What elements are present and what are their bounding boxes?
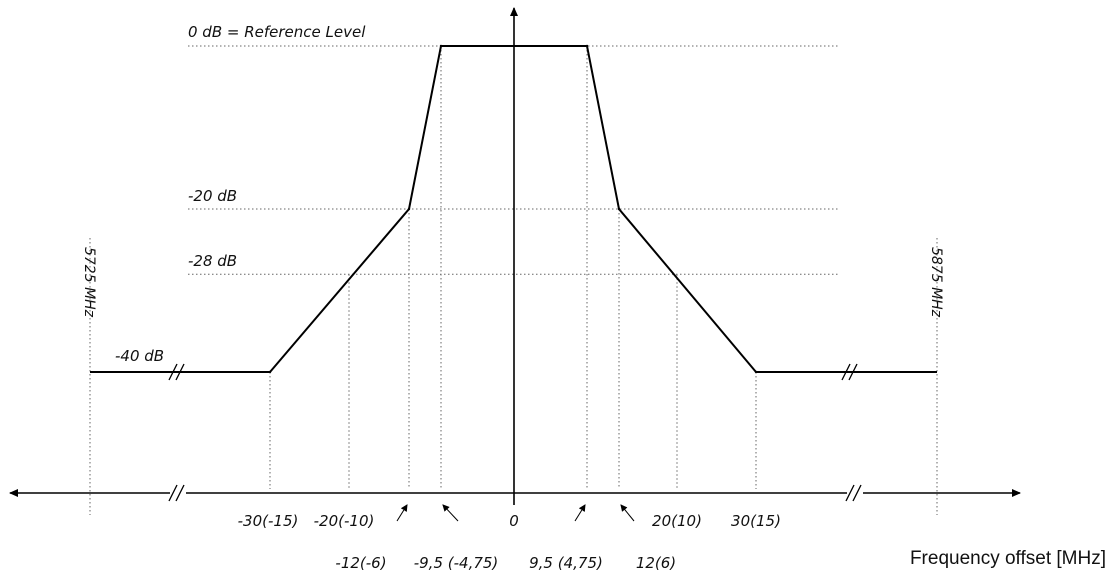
break-axis-right-gap — [847, 490, 863, 496]
tick-label-minus-12: -12(-6) — [335, 554, 386, 572]
tick-label-plus-9-5: 9,5 (4,75) — [529, 554, 603, 572]
mask-series-line — [269, 45, 757, 373]
level-label-minus-40: -40 dB — [115, 347, 164, 365]
break-axis-right-stroke-a — [845, 484, 855, 502]
tick-label-plus-20: 20(10) — [652, 512, 702, 530]
level-label-minus-20: -20 dB — [188, 187, 237, 205]
tick-pointer-arrow-1 — [442, 504, 459, 522]
band-edge-right-label: 5875 MHz — [928, 247, 944, 318]
band-edge-left-label: 5725 MHz — [81, 247, 97, 318]
mask-point-0 — [268, 370, 272, 374]
tick-label-minus-9-5: -9,5 (-4,75) — [414, 554, 499, 572]
tick-label-minus-20: -20(-10) — [314, 512, 375, 530]
tick-pointer-arrow-0 — [396, 504, 408, 522]
break-axis-right-stroke-b — [852, 484, 862, 502]
mask-point-3 — [585, 44, 589, 48]
tick-pointer-arrow-2 — [574, 504, 586, 522]
axis-break-markers — [168, 363, 863, 502]
mask-point-5 — [754, 370, 758, 374]
axes-group — [9, 7, 1021, 522]
mask-point-4 — [617, 207, 621, 211]
break-axis-left-stroke-b — [175, 484, 185, 502]
x-axis-title: Frequency offset [MHz] — [910, 548, 1106, 569]
tick-label-minus-30: -30(-15) — [238, 512, 299, 530]
tick-label-zero: 0 — [509, 512, 519, 530]
level-label-minus-28: -28 dB — [188, 252, 237, 270]
reference-level-label: 0 dB = Reference Level — [188, 23, 366, 41]
tick-label-plus-12: 12(6) — [636, 554, 676, 572]
mask-point-1 — [407, 207, 411, 211]
mask-point-2 — [439, 44, 443, 48]
break-axis-left-gap — [170, 490, 186, 496]
mask-line-group — [90, 44, 937, 374]
tick-pointer-arrow-3 — [620, 504, 635, 522]
break-axis-left — [168, 484, 186, 502]
tick-label-plus-30: 30(15) — [731, 512, 781, 530]
break-axis-left-stroke-a — [168, 484, 178, 502]
break-axis-right — [845, 484, 863, 502]
